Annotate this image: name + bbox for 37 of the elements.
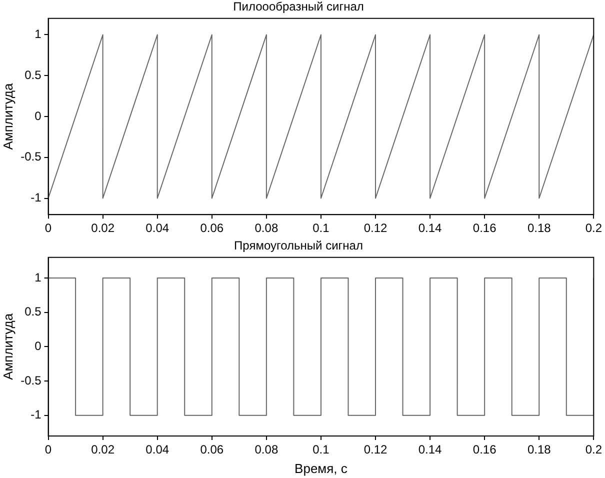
x-tick-label: 0.08 bbox=[254, 442, 278, 457]
x-tick-label: 0.04 bbox=[146, 442, 170, 457]
y-tick-label: 0.5 bbox=[24, 304, 42, 319]
y-tick-label: -0.5 bbox=[20, 373, 42, 388]
x-tick-label: 0.18 bbox=[527, 221, 552, 236]
y-tick-label: 0 bbox=[34, 339, 42, 354]
x-tick-label: 0.2 bbox=[585, 221, 602, 236]
y-tick-label: -0.5 bbox=[20, 150, 42, 164]
y-axis-title: Амплитуда bbox=[0, 82, 16, 150]
y-tick-label: 0 bbox=[34, 108, 42, 123]
x-tick-label: 0 bbox=[44, 221, 52, 236]
x-tick-label: 0.1 bbox=[312, 442, 330, 457]
x-tick-label: 0.1 bbox=[312, 221, 330, 236]
x-tick-label: 0.02 bbox=[91, 221, 115, 236]
x-tick-label: 0.16 bbox=[472, 221, 497, 236]
x-tick-label: 0.2 bbox=[585, 442, 602, 457]
x-tick-label: 0.18 bbox=[527, 442, 552, 457]
x-tick-label: 0.12 bbox=[364, 442, 388, 457]
x-tick-label: 0.02 bbox=[91, 442, 115, 457]
x-tick-label: 0.16 bbox=[472, 442, 497, 457]
y-tick-label: 1 bbox=[34, 270, 42, 284]
x-tick-label: 0.06 bbox=[200, 442, 224, 457]
x-tick-label: 0.04 bbox=[146, 221, 170, 236]
y-tick-label: -1 bbox=[30, 408, 42, 422]
x-tick-label: 0.14 bbox=[418, 221, 442, 236]
x-tick-label: 0.12 bbox=[364, 221, 388, 236]
y-tick-label: 0.5 bbox=[24, 68, 42, 82]
x-tick-label: 0.06 bbox=[200, 221, 224, 236]
x-tick-label: 0.08 bbox=[254, 221, 278, 236]
y-tick-label: -1 bbox=[30, 190, 42, 205]
y-axis-title: Амплитуда bbox=[0, 312, 16, 380]
x-tick-label: 0 bbox=[44, 442, 52, 457]
chart-title: Пилоообразный сигнал bbox=[233, 0, 364, 14]
x-tick-label: 0.14 bbox=[418, 442, 442, 457]
chart-title: Прямоугольный сигнал bbox=[234, 238, 363, 253]
x-axis-title: Время, с bbox=[294, 460, 348, 476]
y-tick-label: 1 bbox=[34, 27, 42, 42]
